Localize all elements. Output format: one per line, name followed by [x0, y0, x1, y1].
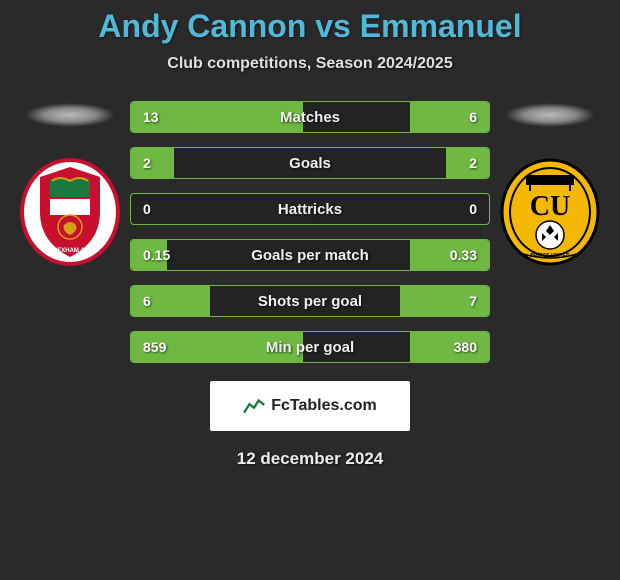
page-title: Andy Cannon vs Emmanuel	[0, 8, 620, 45]
svg-text:WREXHAM AFC: WREXHAM AFC	[47, 248, 93, 254]
stat-value-right: 0.33	[450, 247, 477, 263]
svg-text:BRIDGE UNITED: BRIDGE UNITED	[530, 253, 570, 259]
branding-badge: FcTables.com	[210, 381, 410, 431]
stat-label: Shots per goal	[258, 293, 362, 310]
player-shadow-left	[25, 103, 115, 127]
main-row: WREXHAM AFC 13 6 Matches 2 2 Goals 0 0 Hattricks…	[0, 101, 620, 363]
stat-value-left: 0	[143, 201, 151, 217]
right-player-col: CU BRIDGE UNITED	[490, 101, 610, 267]
stat-value-right: 6	[469, 109, 477, 125]
stat-value-left: 6	[143, 293, 151, 309]
left-player-col: WREXHAM AFC	[10, 101, 130, 267]
stat-label: Hattricks	[278, 201, 342, 218]
subtitle: Club competitions, Season 2024/2025	[0, 55, 620, 73]
date-label: 12 december 2024	[0, 449, 620, 469]
player-shadow-right	[505, 103, 595, 127]
stat-value-left: 859	[143, 339, 166, 355]
crest-right: CU BRIDGE UNITED	[500, 157, 600, 267]
stat-bar: 6 7 Shots per goal	[130, 285, 490, 317]
chart-icon	[243, 395, 265, 417]
stat-value-right: 7	[469, 293, 477, 309]
bar-fill-right	[410, 332, 489, 362]
stat-bar: 13 6 Matches	[130, 101, 490, 133]
bar-fill-left	[131, 148, 174, 178]
svg-text:CU: CU	[530, 191, 570, 222]
stat-value-left: 0.15	[143, 247, 170, 263]
stat-label: Min per goal	[266, 339, 354, 356]
comparison-container: Andy Cannon vs Emmanuel Club competition…	[0, 0, 620, 469]
stat-bar: 0 0 Hattricks	[130, 193, 490, 225]
stat-bar: 2 2 Goals	[130, 147, 490, 179]
crest-left: WREXHAM AFC	[20, 157, 120, 267]
stat-value-left: 13	[143, 109, 159, 125]
stat-bar: 0.15 0.33 Goals per match	[130, 239, 490, 271]
bar-fill-right	[410, 102, 489, 132]
bar-fill-right	[446, 148, 489, 178]
stat-label: Goals per match	[251, 247, 369, 264]
stat-label: Goals	[289, 155, 331, 172]
stats-bars: 13 6 Matches 2 2 Goals 0 0 Hattricks 0.15 0.33 Goal…	[130, 101, 490, 363]
stat-value-right: 0	[469, 201, 477, 217]
branding-text: FcTables.com	[271, 397, 377, 415]
stat-value-right: 2	[469, 155, 477, 171]
stat-label: Matches	[280, 109, 340, 126]
stat-value-right: 380	[454, 339, 477, 355]
stat-value-left: 2	[143, 155, 151, 171]
stat-bar: 859 380 Min per goal	[130, 331, 490, 363]
